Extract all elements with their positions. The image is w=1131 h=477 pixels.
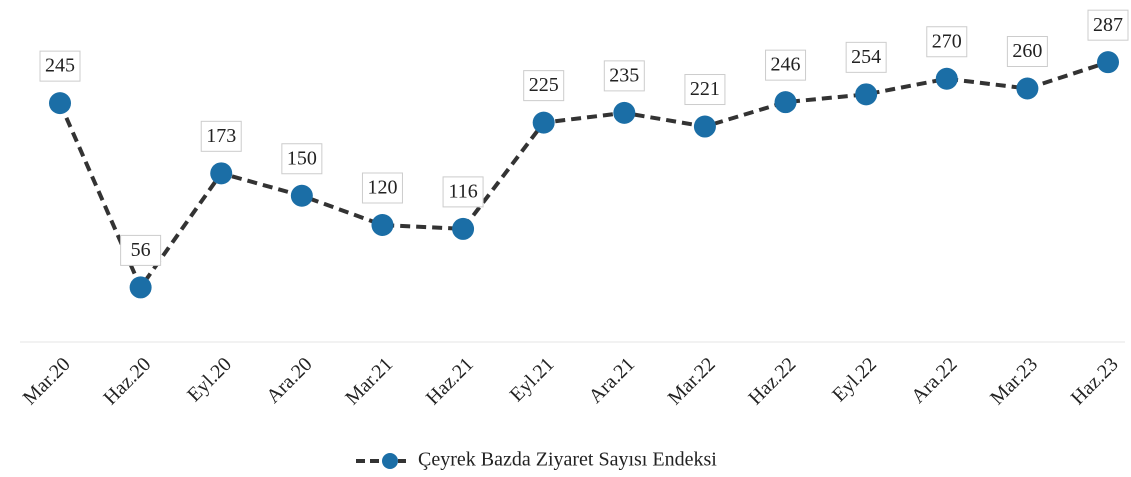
data-label: 245 [45,55,75,77]
legend: Çeyrek Bazda Ziyaret Sayısı Endeksi [356,449,717,471]
data-label-box [1006,36,1048,67]
x-tick-label: Mar.23 [986,353,1042,409]
data-label: 254 [851,46,881,68]
x-tick-label: Mar.21 [341,353,397,409]
legend-label: Çeyrek Bazda Ziyaret Sayısı Endeksi [418,449,717,471]
x-tick-label: Ara.20 [262,353,316,407]
x-tick-label: Mar.22 [664,353,720,409]
data-point [1097,51,1119,74]
data-label-box [361,172,403,204]
data-label-box [684,74,726,106]
data-point [1016,77,1039,100]
data-label-box [39,50,81,82]
data-label: 221 [690,78,720,100]
data-label-box [845,41,887,73]
data-label: 56 [131,239,151,261]
series-line [58,60,1109,290]
data-label: 225 [529,74,559,96]
data-point [935,67,958,90]
data-label-box [1087,9,1129,41]
legend-marker [382,453,398,469]
x-tick-label: Eyl.20 [183,353,236,406]
data-point [371,214,394,236]
data-point [49,92,71,115]
data-label: 246 [771,54,801,76]
data-label: 235 [609,64,639,86]
data-point [532,111,555,134]
data-point [855,83,878,106]
data-label-box [442,176,484,208]
data-label-box [120,234,162,266]
x-tick-label: Haz.20 [99,353,155,409]
data-label-box [765,49,807,81]
data-point [613,101,636,124]
x-tick-label: Ara.22 [907,353,961,407]
x-tick-label: Haz.21 [422,353,478,409]
data-point [774,91,797,114]
x-tick-label: Eyl.21 [506,353,559,406]
data-label: 120 [367,177,397,199]
x-tick-label: Ara.21 [585,353,639,407]
data-point [210,162,233,185]
x-tick-label: Haz.23 [1067,353,1123,409]
data-label-box [281,143,323,175]
data-label-box [200,120,242,152]
data-label: 270 [932,30,962,52]
data-label: 116 [448,180,477,202]
x-tick-label: Haz.22 [744,353,800,409]
data-label: 173 [206,125,236,147]
x-tick-label: Mar.20 [19,353,75,409]
data-label: 260 [1012,40,1042,62]
data-point [452,217,475,240]
data-point [693,115,716,138]
data-label-box [926,26,968,58]
data-label-box [523,70,565,102]
data-label-box [603,60,645,92]
data-label: 287 [1093,14,1123,36]
data-point [290,184,313,207]
data-point [129,276,152,299]
data-label: 150 [287,147,317,169]
x-tick-label: Eyl.22 [828,353,881,406]
